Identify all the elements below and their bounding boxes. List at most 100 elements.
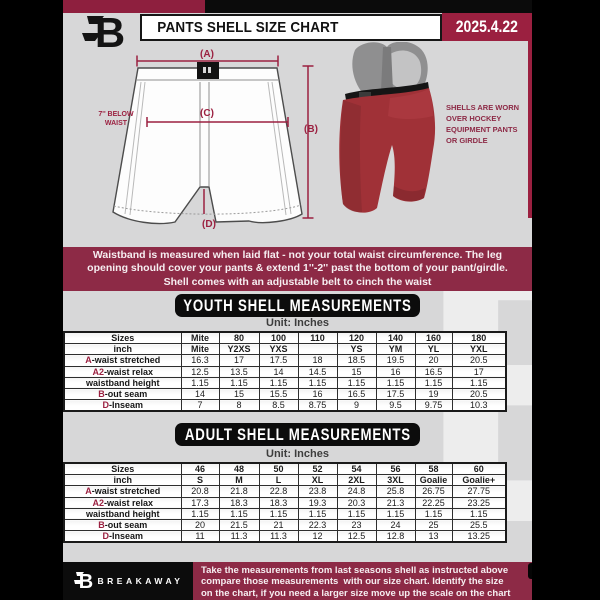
table-cell: 1.15: [258, 507, 299, 521]
table-cell: 12.8: [375, 530, 416, 543]
table-cell: 7: [180, 399, 220, 412]
text-line: Take the measurements from last seasons …: [201, 564, 509, 576]
adult-section-banner: ADULT SHELL MEASUREMENTS: [175, 423, 420, 446]
edge-bookmark-mark: [528, 563, 532, 579]
table-cell: 1.15: [218, 376, 260, 390]
table-cell: 22.8: [258, 485, 299, 498]
table-row: A-waist stretched 16.3 17 17.5 18 18.5 19.5 20 2…: [63, 354, 507, 367]
text-line: WAIST: [104, 120, 128, 127]
page: B B PANTS SHELL SIZE CHART 2025.4.22: [63, 0, 532, 600]
table-cell: 20.8: [180, 485, 220, 498]
table-cell: 50: [258, 462, 299, 475]
table-cell: 19: [414, 388, 453, 401]
page-title: PANTS SHELL SIZE CHART: [157, 19, 339, 36]
table-cell: 25.8: [375, 485, 416, 498]
table-cell: 58: [414, 462, 453, 475]
text-line: Waistband is measured when laid flat - n…: [92, 248, 503, 261]
table-cell: YM: [375, 342, 416, 356]
table-cell: 13: [414, 530, 453, 543]
text-line: SHELLS ARE WORN: [446, 103, 520, 112]
table-cell: 18.5: [336, 354, 377, 367]
table-row: waistband height 1.15 1.15 1.15 1.15 1.15 1.15…: [63, 507, 507, 521]
table-row: Sizes Mite 80 100 110 120 140 160 180: [63, 331, 507, 344]
table-cell: 26.75: [414, 485, 453, 498]
table-cell: 22.25: [414, 496, 453, 509]
table-cell: 13.25: [451, 530, 507, 543]
table-cell: 11: [180, 530, 220, 543]
footer-brand-box: B BREAKAWAY: [63, 562, 193, 600]
table-cell: 21.8: [218, 485, 260, 498]
text-line: on the chart, if you need a larger size …: [201, 587, 511, 599]
measurements-table: Sizes 46 48 50 52 54 56 58 60 inch S M L XL 2XL 3XL Goal…: [63, 462, 507, 544]
table-cell: 8.5: [258, 399, 299, 412]
table-cell: 21.3: [375, 496, 416, 509]
table-cell: 11.3: [218, 530, 260, 543]
table-cell: 19.3: [297, 496, 338, 509]
table-cell: 20.5: [451, 388, 507, 401]
table-cell: 1.15: [414, 376, 453, 390]
table-cell: 1.15: [451, 507, 507, 521]
table-cell: 180: [451, 331, 507, 344]
table-cell: 1.15: [258, 376, 299, 390]
table-cell: 25.5: [451, 519, 507, 532]
below-waist-label: 7'' BELOW WAIST: [85, 110, 147, 128]
top-black-bar: [205, 0, 532, 13]
adult-unit-label: Unit: Inches: [266, 448, 329, 460]
table-cell: 3XL: [375, 473, 416, 487]
table-cell: 2XL: [336, 473, 377, 487]
date-text: 2025.4.22: [455, 17, 519, 36]
table-cell: 21: [258, 519, 299, 532]
row-label: inch: [63, 473, 182, 487]
table-cell: 1.15: [375, 507, 416, 521]
table-cell: 12.5: [336, 530, 377, 543]
table-cell: 9: [336, 399, 377, 412]
table-cell: 24: [375, 519, 416, 532]
table-row: A-waist stretched 20.8 21.8 22.8 23.8 24.8 25.…: [63, 485, 507, 498]
table-row: inch S M L XL 2XL 3XL Goalie Goalie+: [63, 473, 507, 487]
table-cell: 1.15: [451, 376, 507, 390]
table-cell: 16.3: [180, 354, 220, 367]
table-cell: 1.15: [180, 507, 220, 521]
text-line: OR GIRDLE: [446, 136, 488, 145]
table-cell: 17: [451, 365, 507, 378]
left-black-band: [0, 0, 63, 600]
measurements-table: Sizes Mite 80 100 110 120 140 160 180 inch Mite Y2X…: [63, 331, 507, 413]
table-cell: 1.15: [218, 507, 260, 521]
text-line: EQUIPMENT PANTS: [446, 125, 518, 134]
table-cell: 1.15: [297, 507, 338, 521]
table-cell: 17.3: [180, 496, 220, 509]
row-label: A-waist stretched: [63, 354, 182, 367]
youth-section-banner: YOUTH SHELL MEASUREMENTS: [175, 294, 420, 317]
table-cell: 54: [336, 462, 377, 475]
row-label: Sizes: [63, 331, 182, 344]
table-cell: 20: [414, 354, 453, 367]
table-cell: 15.5: [258, 388, 299, 401]
table-row: Sizes 46 48 50 52 54 56 58 60: [63, 462, 507, 475]
table-cell: 20: [180, 519, 220, 532]
table-cell: 21.5: [218, 519, 260, 532]
table-cell: 11.3: [258, 530, 299, 543]
footer-logo-icon: B: [73, 571, 93, 593]
table-row: inch Mite Y2XS YXS YS YM YL YXL: [63, 342, 507, 356]
brand-logo-icon: B: [77, 9, 133, 56]
table-row: D-Inseam 11 11.3 11.3 12 12.5 12.8 13 13.25: [63, 530, 507, 543]
table-cell: 13.5: [218, 365, 260, 378]
measure-label-c: (C): [200, 108, 214, 119]
table-cell: 23: [336, 519, 377, 532]
table-cell: L: [258, 473, 299, 487]
shell-photo: [335, 41, 450, 232]
table-cell: 48: [218, 462, 260, 475]
table-cell: 27.75: [451, 485, 507, 498]
table-cell: YS: [336, 342, 377, 356]
row-label: A-waist stretched: [63, 485, 182, 498]
text-line: Shell comes with an adjustable belt to c…: [163, 275, 432, 288]
table-cell: 1.15: [336, 376, 377, 390]
table-cell: 15: [218, 388, 260, 401]
row-label: B-out seam: [63, 519, 182, 532]
youth-section-title: YOUTH SHELL MEASUREMENTS: [183, 295, 412, 315]
footer-note: Take the measurements from last seasons …: [193, 562, 532, 600]
table-cell: Mite: [180, 331, 220, 344]
table-cell: 52: [297, 462, 338, 475]
page-title-box: PANTS SHELL SIZE CHART: [140, 14, 442, 41]
